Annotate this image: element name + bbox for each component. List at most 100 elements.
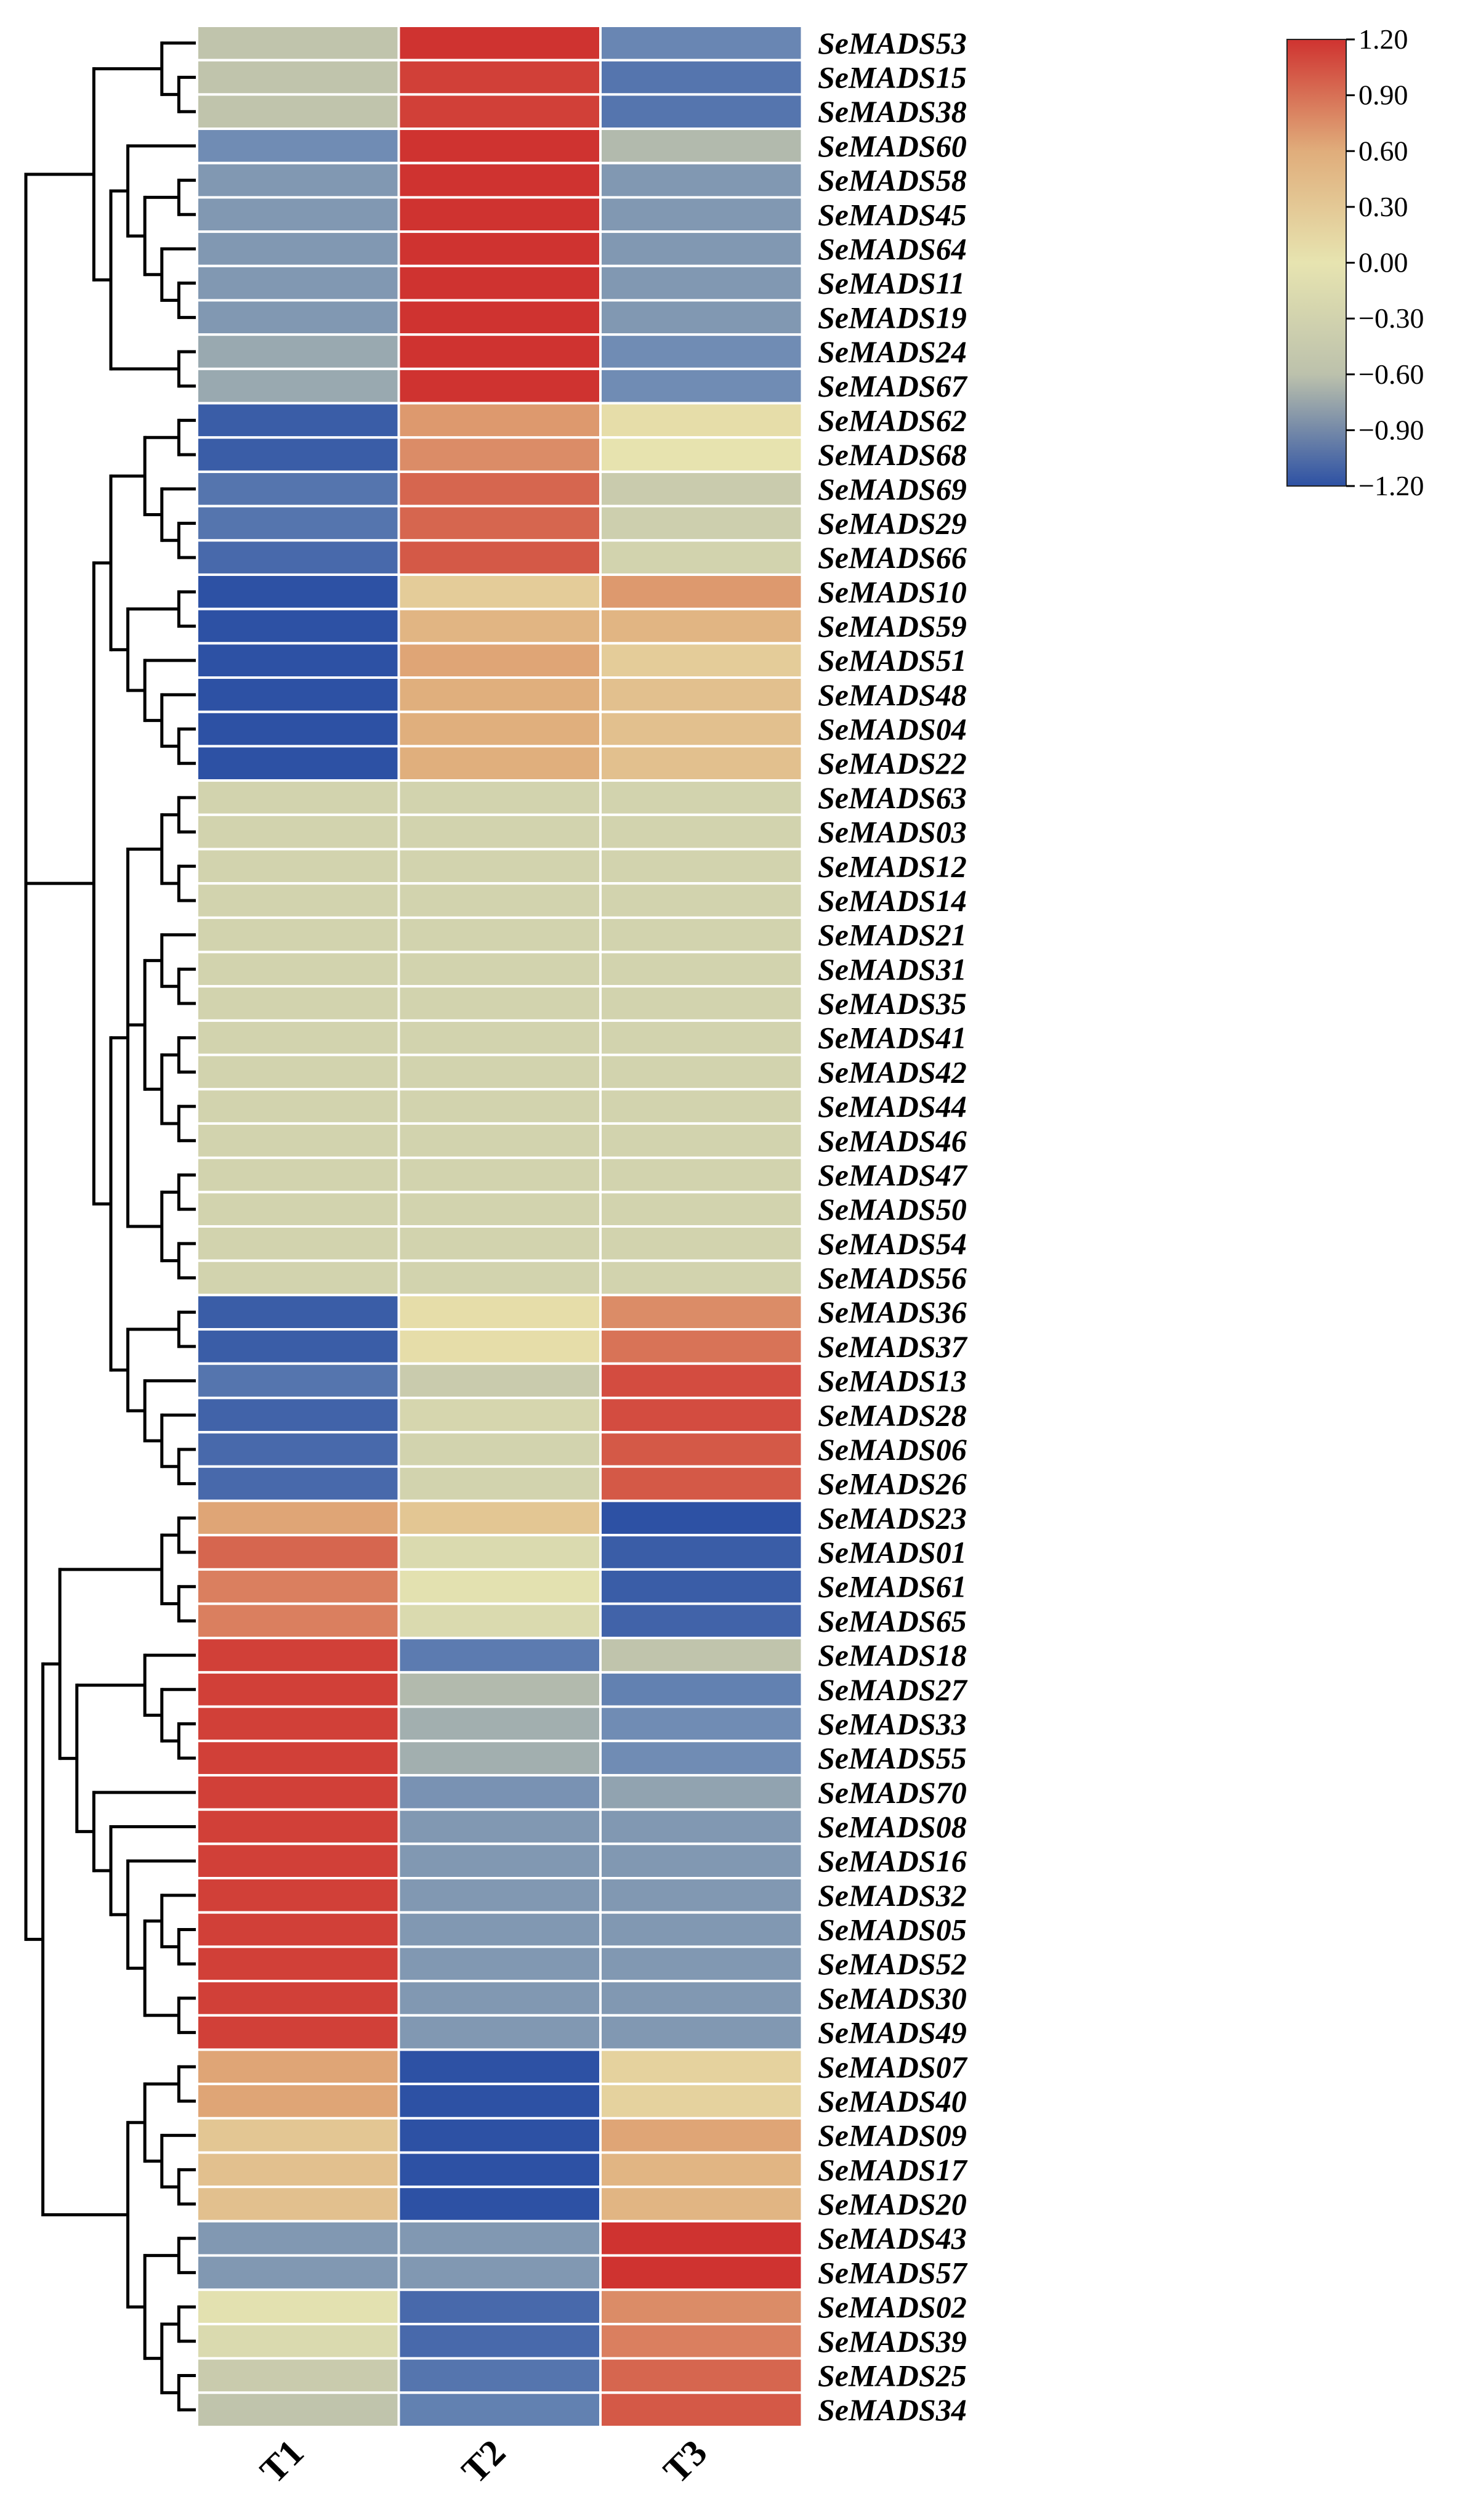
heatmap-cell (196, 2048, 400, 2086)
heatmap-cell (599, 1396, 804, 1434)
gene-label: SeMADS47 (818, 1157, 968, 1192)
gene-label: SeMADS30 (818, 1981, 967, 2016)
heatmap-cell (196, 436, 400, 473)
gene-label: SeMADS36 (818, 1295, 967, 1329)
heatmap-cell (599, 1534, 804, 1571)
heatmap-cell (599, 710, 804, 748)
heatmap-cell (397, 882, 602, 919)
heatmap-cell (196, 299, 400, 336)
gene-label: SeMADS06 (818, 1432, 967, 1467)
gene-label: SeMADS12 (818, 849, 967, 883)
gene-label: SeMADS69 (818, 472, 967, 506)
gene-label: SeMADS65 (818, 1603, 967, 1638)
heatmap-cell (397, 1362, 602, 1400)
heatmap-cell (599, 2391, 804, 2428)
heatmap-cell (196, 848, 400, 885)
heatmap-cell (397, 504, 602, 542)
heatmap-cell (599, 1705, 804, 1743)
column-label: T1 (252, 2432, 312, 2491)
heatmap-cell (397, 916, 602, 954)
heatmap-cell (397, 1499, 602, 1537)
heatmap-cell (397, 93, 602, 131)
gene-label: SeMADS03 (818, 815, 967, 849)
gene-label: SeMADS05 (818, 1913, 967, 1947)
heatmap-cell (397, 2083, 602, 2120)
heatmap-cell (196, 1671, 400, 1708)
heatmap-cell (599, 2322, 804, 2360)
gene-label: SeMADS17 (818, 2152, 968, 2187)
heatmap-cell (397, 2391, 602, 2428)
heatmap-cell (397, 1740, 602, 1777)
heatmap-cell (196, 1122, 400, 1159)
heatmap-cell (397, 128, 602, 164)
heatmap-cell (397, 161, 602, 199)
heatmap-cell (196, 264, 400, 302)
gene-label: SeMADS38 (818, 94, 967, 129)
heatmap-cell (599, 504, 804, 542)
heatmap-cell (196, 1294, 400, 1331)
heatmap-cell (196, 1328, 400, 1365)
gene-label: SeMADS13 (818, 1364, 967, 1398)
heatmap-cells (196, 25, 804, 2428)
gene-label: SeMADS54 (818, 1226, 967, 1261)
heatmap-cell (397, 539, 602, 576)
gene-label: SeMADS40 (818, 2084, 967, 2118)
heatmap-cell (599, 1911, 804, 1948)
color-scale-tick-label: −1.20 (1358, 470, 1424, 501)
heatmap-cell (599, 1465, 804, 1502)
heatmap-cell (599, 1671, 804, 1708)
heatmap-cell (397, 2186, 602, 2222)
heatmap-cell (599, 1088, 804, 1125)
heatmap-cell (397, 573, 602, 610)
gene-label: SeMADS46 (818, 1124, 967, 1158)
heatmap-cell (196, 1156, 400, 1194)
heatmap-cell (599, 573, 804, 610)
heatmap-cell (599, 25, 804, 62)
heatmap-cell (397, 1259, 602, 1297)
heatmap-cell (599, 2117, 804, 2154)
heatmap-cell (196, 710, 400, 748)
row-dendrogram (24, 41, 196, 2412)
heatmap-cell (397, 1088, 602, 1125)
gene-label: SeMADS19 (818, 300, 967, 334)
heatmap-cell (599, 1773, 804, 1811)
heatmap-cell (397, 196, 602, 233)
heatmap-cell (599, 2186, 804, 2222)
heatmap-cell (599, 230, 804, 267)
heatmap-cell (196, 950, 400, 988)
gene-label: SeMADS42 (818, 1055, 967, 1089)
heatmap-cell (196, 676, 400, 713)
gene-label: SeMADS63 (818, 780, 967, 815)
heatmap-cell (196, 779, 400, 816)
heatmap-cell (599, 1294, 804, 1331)
heatmap-cell (397, 1396, 602, 1434)
heatmap-cell (599, 1808, 804, 1845)
color-scale-tick-label: 0.30 (1358, 191, 1408, 222)
row-labels: SeMADS53SeMADS15SeMADS38SeMADS60SeMADS58… (818, 26, 968, 2427)
heatmap-cell (196, 2322, 400, 2360)
heatmap-cell (397, 985, 602, 1022)
heatmap-cell (196, 1877, 400, 1914)
gene-label: SeMADS66 (818, 540, 967, 575)
heatmap-cell (397, 1602, 602, 1640)
color-scale-tick-label: −0.90 (1358, 414, 1424, 445)
gene-label: SeMADS08 (818, 1810, 967, 1844)
gene-label: SeMADS44 (818, 1089, 967, 1124)
heatmap-cell (397, 1808, 602, 1845)
heatmap-cell (599, 1328, 804, 1365)
gene-label: SeMADS29 (818, 506, 967, 540)
heatmap-cell (196, 813, 400, 851)
heatmap-cell (397, 264, 602, 302)
heatmap-cell (397, 470, 602, 508)
heatmap-cell (599, 1842, 804, 1880)
gene-label: SeMADS49 (818, 2016, 967, 2050)
gene-label: SeMADS15 (818, 60, 967, 95)
heatmap-cell (599, 1225, 804, 1262)
heatmap-cell (196, 1637, 400, 1674)
gene-label: SeMADS35 (818, 986, 967, 1021)
heatmap-cell (196, 745, 400, 782)
gene-label: SeMADS67 (818, 369, 968, 403)
heatmap-cell (397, 1980, 602, 2017)
heatmap-cell (196, 1396, 400, 1434)
column-labels: T1 T2 T3 (252, 2432, 715, 2491)
